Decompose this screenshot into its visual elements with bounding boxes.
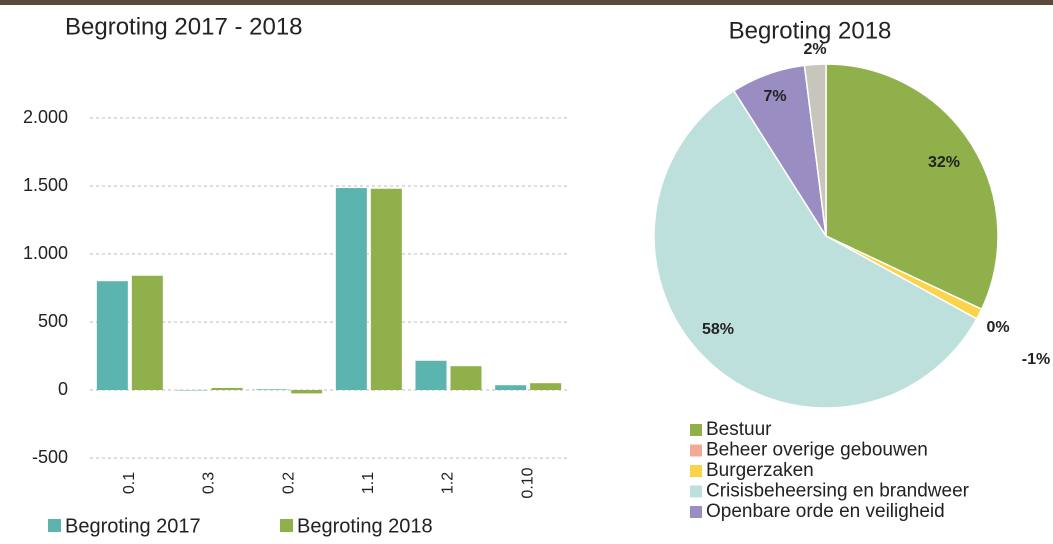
bar — [415, 360, 447, 390]
legend-label: Crisisbeheersing en brandweer — [706, 481, 970, 502]
legend-swatch — [690, 485, 702, 498]
data-label: 32% — [928, 154, 960, 171]
data-label: 7% — [763, 88, 786, 105]
bar — [450, 366, 482, 390]
legend-swatch — [690, 506, 702, 518]
legend-swatch — [690, 444, 702, 457]
data-label: -1% — [1022, 351, 1050, 368]
bar-title: Begroting 2017 - 2018 — [65, 13, 303, 40]
legend-swatch — [690, 465, 702, 477]
y-tick-label: 1.500 — [23, 175, 68, 195]
legend-swatch — [48, 519, 61, 532]
legend-label: Openbare orde en veiligheid — [706, 501, 945, 522]
top-border — [0, 0, 1053, 5]
bar — [291, 390, 323, 394]
legend-label: Bestuur — [706, 419, 772, 440]
legend-label: Begroting 2017 — [65, 515, 201, 537]
bar — [96, 281, 128, 390]
pie-slice — [803, 63, 827, 237]
y-tick-label: -500 — [32, 447, 68, 467]
x-tick-label: 0.3 — [201, 472, 218, 494]
pie-slice — [653, 89, 978, 409]
legend-label: Begroting 2018 — [297, 515, 433, 537]
legend-swatch — [280, 519, 293, 532]
bar — [131, 275, 163, 390]
bar — [211, 387, 243, 390]
data-label: 58% — [702, 321, 734, 338]
bar — [176, 390, 208, 391]
y-tick-label: 1.000 — [23, 243, 68, 263]
legend-label: Beheer overige gebouwen — [706, 440, 928, 461]
legend-label: Burgerzaken — [706, 460, 814, 481]
x-tick-label: 0.2 — [280, 472, 297, 494]
y-tick-label: 0 — [58, 379, 68, 399]
legend-swatch — [690, 424, 702, 436]
bar — [256, 389, 288, 390]
x-tick-label: 0.10 — [519, 467, 536, 498]
data-label: 2% — [803, 41, 826, 58]
bar — [335, 188, 367, 390]
x-tick-label: 0.1 — [121, 472, 138, 494]
pie-title: Begroting 2018 — [729, 17, 892, 44]
pie-slice — [825, 63, 999, 311]
bar — [495, 385, 527, 390]
bar — [530, 383, 562, 390]
x-tick-label: 1.2 — [440, 472, 457, 494]
bar — [370, 188, 402, 390]
x-tick-label: 1.1 — [360, 472, 377, 494]
y-tick-label: 500 — [38, 311, 68, 331]
y-tick-label: 2.000 — [23, 107, 68, 127]
data-label: 0% — [986, 319, 1009, 336]
